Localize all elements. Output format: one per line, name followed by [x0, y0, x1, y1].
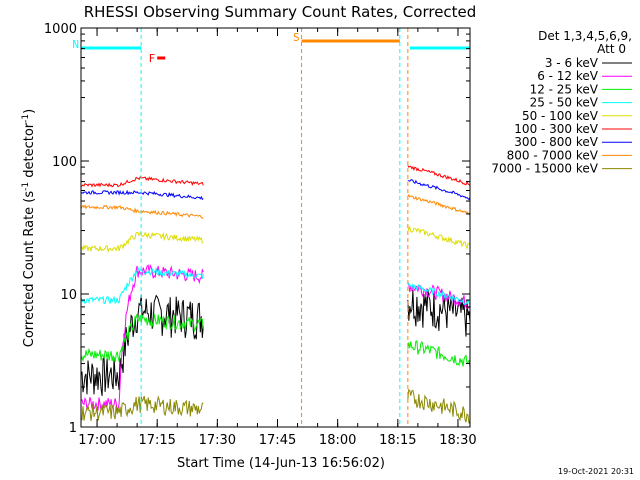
flag-label: N — [72, 38, 79, 51]
series-line — [80, 189, 204, 201]
x-tick-label: 17:45 — [259, 433, 296, 448]
flag-label: F — [149, 52, 156, 65]
series-line — [80, 175, 204, 188]
legend-entry-label: 800 - 7000 keV — [507, 148, 599, 162]
y-axis-label-sup2: -1 — [21, 114, 31, 123]
x-tick-label: 18:30 — [439, 433, 476, 448]
series-line — [407, 193, 471, 216]
y-axis-label-mid: detector — [22, 122, 37, 182]
series-line — [80, 263, 204, 411]
x-tick-label: 18:00 — [319, 433, 356, 448]
y-tick-label: 10 — [60, 288, 77, 303]
legend-entry-label: 300 - 800 keV — [514, 135, 598, 149]
series-line — [80, 266, 204, 305]
series-line — [80, 204, 204, 220]
series-line — [80, 294, 204, 396]
y-axis-ticks: 1 10 100 1000 — [44, 22, 470, 436]
x-tick-label: 17:15 — [138, 433, 175, 448]
series-line — [407, 225, 471, 251]
x-axis-label: Start Time (14-Jun-13 16:56:02) — [177, 456, 385, 471]
plot-frame — [80, 27, 471, 428]
footer-timestamp: 19-Oct-2021 20:31 — [558, 467, 634, 476]
x-tick-label: 17:30 — [199, 433, 236, 448]
y-tick-label: 100 — [52, 155, 77, 170]
series-line — [80, 395, 204, 421]
y-axis-label-sup1: -1 — [21, 182, 31, 191]
x-tick-label: 17:00 — [78, 433, 115, 448]
series-line — [407, 388, 471, 424]
legend-header-line1: Det 1,3,4,5,6,9, — [538, 29, 632, 43]
flag-label: S — [293, 31, 300, 44]
legend-entry-label: 12 - 25 keV — [530, 82, 599, 96]
x-axis-ticks: 17:00 17:15 17:30 17:45 18:00 18:15 18:30 — [78, 28, 477, 448]
y-tick-label: 1000 — [44, 22, 77, 37]
chart-title: RHESSI Observing Summary Count Rates, Co… — [84, 3, 477, 21]
series-line — [80, 231, 204, 254]
series-line — [407, 165, 471, 186]
y-tick-label: 1 — [69, 421, 77, 436]
legend-entry-label: 50 - 100 keV — [522, 109, 599, 123]
y-axis-label-end: ) — [22, 109, 37, 114]
series-line — [407, 283, 471, 309]
legend-entry-label: 6 - 12 keV — [537, 69, 599, 83]
x-tick-label: 18:15 — [379, 433, 416, 448]
flag-markers: N F S — [72, 28, 471, 427]
legend-entry-label: 7000 - 15000 keV — [491, 162, 598, 176]
series-line — [407, 282, 471, 306]
legend-header-line2: Att 0 — [597, 42, 626, 56]
series-line — [407, 179, 471, 201]
series-line — [80, 313, 204, 363]
y-axis-label-main: Corrected Count Rate (s — [22, 191, 37, 348]
series-marks — [80, 165, 471, 424]
series-line — [407, 340, 471, 368]
y-axis-label: Corrected Count Rate (s-1 detector-1) — [21, 109, 37, 347]
legend-entry-label: 3 - 6 keV — [545, 56, 599, 70]
series-line — [407, 289, 471, 337]
legend-entry-label: 100 - 300 keV — [514, 122, 598, 136]
legend-entry-label: 25 - 50 keV — [530, 96, 599, 110]
